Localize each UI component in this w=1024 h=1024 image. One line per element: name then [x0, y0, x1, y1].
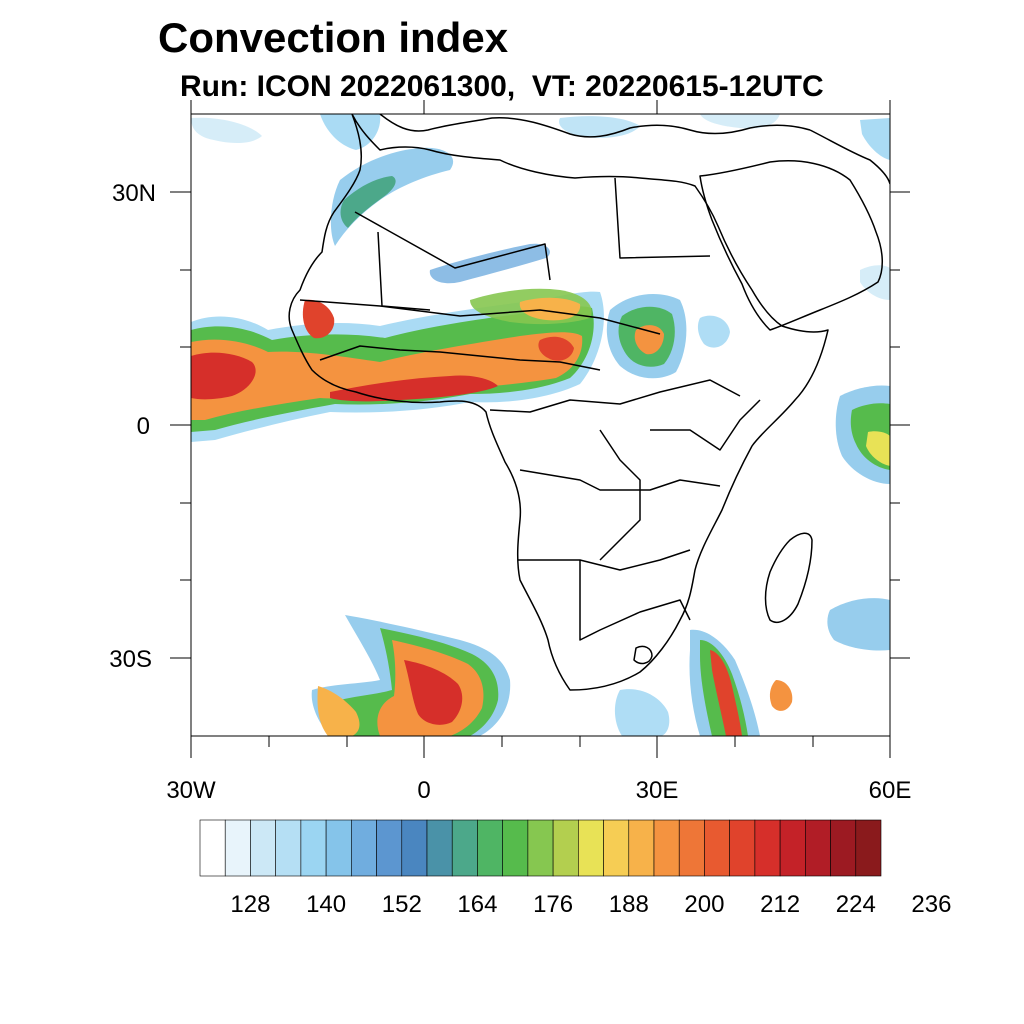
colorbar-swatch — [805, 819, 831, 877]
field-iberia — [320, 114, 381, 150]
colorbar — [199, 819, 882, 877]
field-sahara-blue — [429, 243, 550, 284]
colorbar-label: 128 — [230, 891, 270, 918]
field-satl-west — [317, 686, 360, 736]
field-io-east — [827, 598, 890, 651]
border-lesotho — [633, 645, 653, 665]
chart-subtitle: Run: ICON 2022061300, VT: 20220615-12UTC — [180, 70, 824, 103]
colorbar-swatch — [678, 819, 705, 877]
border-drc — [599, 429, 641, 561]
colorbar-swatch — [603, 819, 630, 877]
field-arabian-sea — [860, 265, 890, 300]
field-caspian — [860, 118, 890, 160]
lon-tick-label: 30E — [636, 777, 679, 804]
field-guinea-orange — [191, 332, 583, 420]
colorbar-label: 164 — [457, 891, 497, 918]
coast-africa — [288, 114, 829, 691]
lat-tick-label: 0 — [137, 413, 150, 440]
colorbar-swatch — [704, 819, 730, 877]
lon-tick-label: 60E — [869, 777, 912, 804]
field-westafrica-red — [302, 299, 335, 339]
colorbar-labels: 128 140 152 164 176 188 200 212 224 236 — [230, 891, 951, 918]
field-swio-red — [710, 650, 742, 736]
colorbar-label: 188 — [609, 891, 649, 918]
coast-iran — [809, 129, 890, 185]
coast-europe — [379, 114, 811, 138]
colorbar-swatch — [451, 819, 478, 877]
axis-ticks — [170, 100, 910, 758]
colorbar-label: 152 — [382, 891, 422, 918]
field-ethiopia-east — [697, 315, 730, 348]
field-south-blue — [614, 689, 670, 736]
colorbar-swatch — [250, 819, 276, 877]
lat-tick-label: 30N — [112, 180, 156, 207]
field-atlantic-nw — [191, 117, 262, 143]
colorbar-swatch — [199, 819, 226, 877]
colorbar-swatch — [754, 819, 781, 877]
colorbar-swatch — [376, 819, 403, 877]
colorbar-label: 236 — [911, 891, 951, 918]
colorbar-label: 212 — [760, 891, 800, 918]
border-southern-1 — [518, 549, 691, 571]
border-mali-algeria — [377, 231, 431, 311]
field-sudan-red — [538, 336, 574, 361]
field-madagascar-south — [769, 680, 793, 711]
lat-tick-label: 30S — [109, 646, 152, 673]
lon-tick-label: 0 — [417, 777, 430, 804]
colorbar-swatch — [653, 819, 680, 877]
colorbar-label: 176 — [533, 891, 573, 918]
border-central-1 — [489, 379, 741, 413]
colorbar-swatch — [477, 819, 503, 877]
field-turkey — [700, 114, 780, 129]
chart-title: Convection index — [158, 14, 509, 61]
lon-tick-label: 30W — [166, 777, 216, 804]
colorbar-swatch — [300, 819, 327, 877]
border-eastafrica — [650, 399, 761, 451]
colorbar-label: 224 — [836, 891, 876, 918]
plot-frame — [190, 113, 891, 737]
field-guinea-red — [191, 352, 256, 400]
colorbar-swatch — [855, 819, 882, 877]
colorbar-swatch — [628, 819, 655, 877]
border-sahara — [354, 211, 551, 281]
border-southern-2 — [579, 560, 691, 641]
colorbar-swatch — [527, 819, 554, 877]
colorbar-swatch — [325, 819, 352, 877]
border-sahel-strip — [299, 299, 661, 335]
border-central-2 — [519, 469, 721, 491]
colorbar-swatch — [552, 819, 579, 877]
convection-field — [191, 114, 890, 736]
colorbar-swatch — [779, 819, 806, 877]
coast-madagascar — [764, 532, 813, 624]
colorbar-label: 200 — [684, 891, 724, 918]
border-westafrica-coast — [319, 345, 601, 371]
field-guinea-coast-red — [330, 375, 498, 402]
field-nwafrica — [330, 147, 454, 246]
coastlines-borders — [288, 114, 890, 691]
field-nwafrica-green — [340, 176, 396, 228]
colorbar-label: 140 — [306, 891, 346, 918]
colorbar-swatch — [275, 819, 302, 877]
colorbar-swatch — [502, 819, 529, 877]
field-satl-red — [404, 660, 463, 725]
colorbar-swatch — [729, 819, 756, 877]
colorbar-swatch — [830, 819, 857, 877]
coast-arabia — [699, 160, 883, 331]
colorbar-swatch — [426, 819, 453, 877]
border-libya-egypt — [614, 177, 711, 259]
colorbar-swatch — [578, 819, 604, 877]
colorbar-swatch — [224, 819, 251, 877]
field-io-equatorial-yellow — [866, 431, 890, 466]
field-sahel-orange — [519, 297, 581, 321]
colorbar-swatch — [401, 819, 428, 877]
colorbar-swatch — [351, 819, 377, 877]
